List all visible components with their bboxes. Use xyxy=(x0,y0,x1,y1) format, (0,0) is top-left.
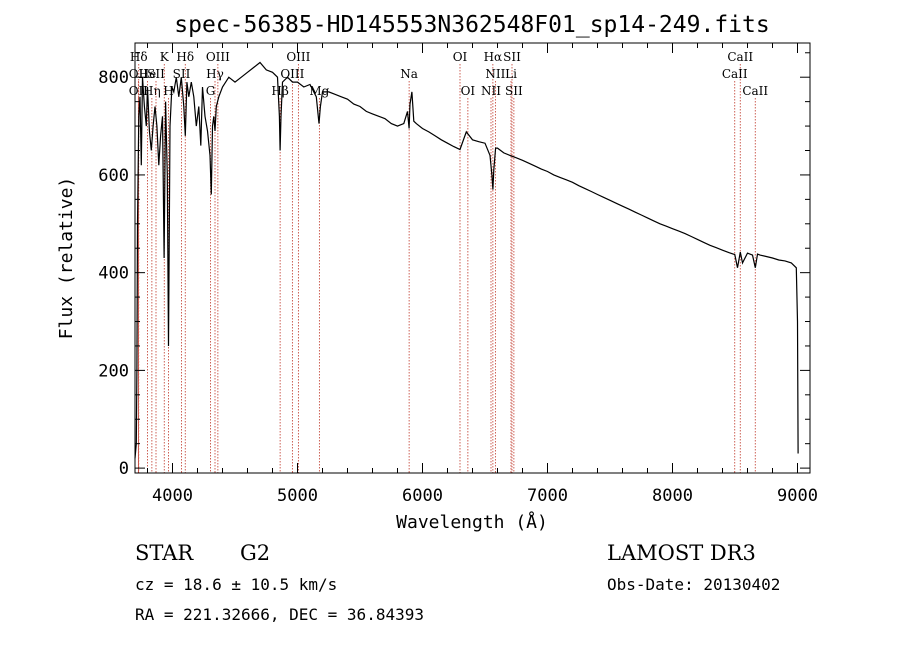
marker-label-27: CaII xyxy=(722,67,748,81)
marker-label-5: K xyxy=(160,50,170,64)
x-tick-label-3: 7000 xyxy=(527,486,568,506)
marker-label-0: Hδ xyxy=(130,50,148,64)
y-tick-label-3: 600 xyxy=(98,166,129,186)
y-tick-label-0: 0 xyxy=(119,459,129,479)
y-tick-label-2: 400 xyxy=(98,264,129,284)
marker-label-11: Hγ xyxy=(206,67,224,81)
x-tick-label-0: 4000 xyxy=(152,486,193,506)
y-tick-label-4: 800 xyxy=(98,68,129,88)
y-axis-label: Flux (relative) xyxy=(56,177,77,340)
marker-label-23: Li xyxy=(505,67,517,81)
x-axis-ticks: 4000 5000 6000 7000 8000 9000 xyxy=(147,43,818,506)
marker-label-8: Hδ xyxy=(176,50,194,64)
marker-label-16: Mg xyxy=(309,84,329,98)
marker-label-19: OI xyxy=(461,84,476,98)
marker-label-15: OIII xyxy=(280,67,304,81)
y-tick-label-1: 200 xyxy=(98,361,129,381)
marker-label-12: G xyxy=(206,84,216,98)
obs-date-info: Obs-Date: 20130402 xyxy=(607,575,780,594)
coordinates-info: RA = 221.32666, DEC = 36.84393 xyxy=(135,605,424,624)
survey-name: LAMOST DR3 xyxy=(607,541,756,565)
object-subclass: G2 xyxy=(240,541,270,565)
marker-label-10: OIII xyxy=(206,50,230,64)
marker-label-25: SII xyxy=(505,84,523,98)
marker-label-22: NII xyxy=(485,67,505,81)
redshift-info: cz = 18.6 ± 10.5 km/s xyxy=(135,575,337,594)
marker-label-28: CaII xyxy=(742,84,768,98)
x-tick-label-2: 6000 xyxy=(402,486,443,506)
plot-frame xyxy=(134,42,811,474)
marker-label-6: SII xyxy=(147,67,165,81)
marker-label-9: SII xyxy=(173,67,191,81)
marker-label-17: Na xyxy=(400,67,418,81)
x-tick-label-4: 8000 xyxy=(652,486,693,506)
spectrum-line-0 xyxy=(134,61,799,459)
object-class: STAR xyxy=(135,541,194,565)
marker-label-20: Hα xyxy=(484,50,503,64)
marker-label-18: OI xyxy=(453,50,468,64)
x-tick-label-1: 5000 xyxy=(277,486,318,506)
chart-title: spec-56385-HD145553N362548F01_sp14-249.f… xyxy=(174,12,769,38)
marker-label-21: SII xyxy=(503,50,521,64)
marker-label-7: H xyxy=(163,84,173,98)
marker-label-26: CaII xyxy=(727,50,753,64)
x-tick-label-5: 9000 xyxy=(777,486,818,506)
x-axis-label: Wavelength (Å) xyxy=(396,511,548,533)
marker-label-24: NII xyxy=(481,84,501,98)
spectrum-series xyxy=(134,61,799,459)
y-axis-ticks: 0 200 400 600 800 xyxy=(98,52,810,479)
marker-label-14: OIII xyxy=(286,50,310,64)
marker-label-4: Hη xyxy=(143,84,161,98)
marker-label-13: Hβ xyxy=(271,84,288,98)
